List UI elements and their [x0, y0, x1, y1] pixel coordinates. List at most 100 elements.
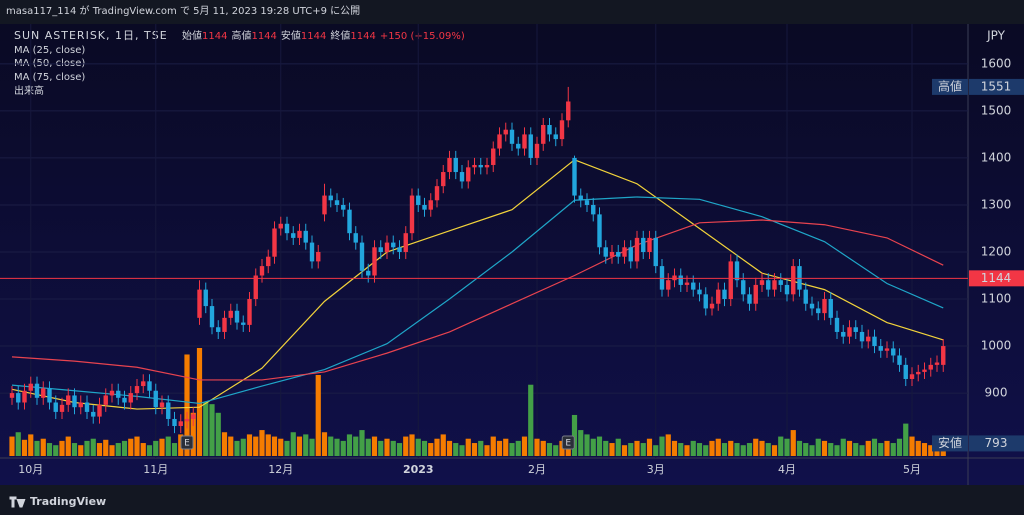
candle-body	[384, 242, 390, 252]
legend-entry: MA (25, close)	[14, 45, 85, 56]
candle-body	[334, 200, 340, 205]
candle-body	[847, 327, 852, 337]
x-tick-label: 10月	[18, 463, 43, 476]
volume-bar	[834, 445, 840, 456]
volume-bar	[378, 440, 384, 456]
candle-body	[522, 134, 527, 149]
candle-body	[391, 242, 396, 248]
candle-body	[422, 204, 427, 210]
y-tick-label: 1100	[981, 292, 1012, 306]
price-marker-value: 1551	[981, 79, 1012, 93]
volume-bar	[434, 438, 440, 456]
volume-bar	[46, 443, 53, 456]
candle-body	[872, 336, 877, 347]
change: +150 (+15.09%)	[380, 31, 465, 42]
volume-bar	[103, 439, 109, 456]
candle-body	[34, 383, 40, 398]
volume-bar	[528, 384, 534, 456]
volume-bar	[184, 354, 190, 456]
candle-body	[934, 362, 940, 365]
volume-bar	[440, 434, 446, 456]
volume-bar	[615, 438, 621, 456]
legend-entry: 出来高	[14, 84, 44, 97]
candle-body	[409, 195, 415, 234]
candle-body	[759, 280, 765, 285]
plot-bg	[0, 24, 1024, 485]
volume-bar	[121, 440, 128, 456]
candle-body	[178, 421, 183, 427]
y-tick-label: 1000	[981, 339, 1012, 353]
volume-bar	[84, 440, 90, 456]
candle-body	[309, 242, 315, 262]
candle-body	[53, 402, 58, 412]
candle-body	[78, 402, 83, 408]
candle-body	[666, 280, 671, 290]
candle-body	[478, 164, 483, 168]
volume-bar	[503, 438, 509, 456]
candle-body	[528, 134, 533, 158]
volume-bar	[709, 440, 715, 456]
volume-bar	[165, 436, 171, 456]
volume-bar	[578, 430, 584, 456]
volume-bar	[315, 375, 321, 456]
candle-body	[497, 134, 502, 149]
volume-bar	[65, 436, 71, 456]
ohlc-value: 1144	[202, 31, 227, 42]
volume-bar	[903, 423, 909, 456]
chart-title: SUN ASTERISK, 1日, TSE	[14, 29, 168, 42]
volume-bar	[415, 438, 421, 456]
publisher: masa117_114 が TradingView.com で 5月 11, 2…	[6, 4, 360, 17]
candle-body	[134, 386, 140, 394]
candle-body	[447, 157, 452, 173]
volume-bar	[128, 438, 134, 456]
volume-bar	[521, 436, 528, 456]
volume-bar	[809, 445, 815, 456]
volume-bar	[740, 445, 746, 456]
candle-body	[603, 247, 608, 257]
volume-bar	[371, 436, 378, 456]
candle-body	[278, 223, 283, 229]
candle-body	[147, 381, 152, 391]
candle-body	[184, 418, 190, 422]
candle-body	[291, 233, 296, 238]
volume-bar	[484, 445, 490, 456]
candle-body	[141, 381, 146, 387]
candle-body	[434, 186, 440, 201]
volume-bar	[334, 438, 340, 456]
volume-bar	[609, 443, 615, 456]
y-tick-label: 1400	[981, 150, 1012, 164]
volume-bar	[196, 348, 203, 456]
candle-body	[916, 371, 921, 375]
volume-bar	[390, 440, 396, 456]
volume-bar	[159, 438, 165, 456]
candle-body	[853, 327, 858, 332]
candle-body	[647, 237, 652, 252]
volume-bar	[134, 436, 140, 456]
volume-bar	[915, 440, 921, 456]
volume-bar	[559, 440, 565, 456]
candle-body	[509, 129, 515, 144]
candle-body	[803, 289, 808, 304]
candle-body	[472, 164, 477, 168]
volume-bar	[784, 438, 790, 456]
volume-bar	[478, 440, 484, 456]
volume-bar	[665, 434, 671, 456]
candle-body	[884, 348, 890, 351]
candle-body	[47, 388, 52, 403]
candle-body	[284, 223, 290, 234]
volume-bar	[234, 440, 240, 456]
candle-body	[909, 374, 915, 379]
candle-body	[597, 214, 602, 248]
volume-bar	[346, 434, 353, 456]
volume-bar	[846, 440, 853, 456]
candle-body	[428, 200, 433, 210]
candle-body	[547, 125, 552, 135]
volume-bar	[640, 443, 646, 456]
volume-bar	[790, 430, 796, 456]
candle-body	[553, 134, 558, 140]
candle-body	[859, 331, 865, 342]
volume-bar	[840, 438, 846, 456]
candle-body	[241, 322, 246, 325]
volume-bar	[684, 445, 690, 456]
